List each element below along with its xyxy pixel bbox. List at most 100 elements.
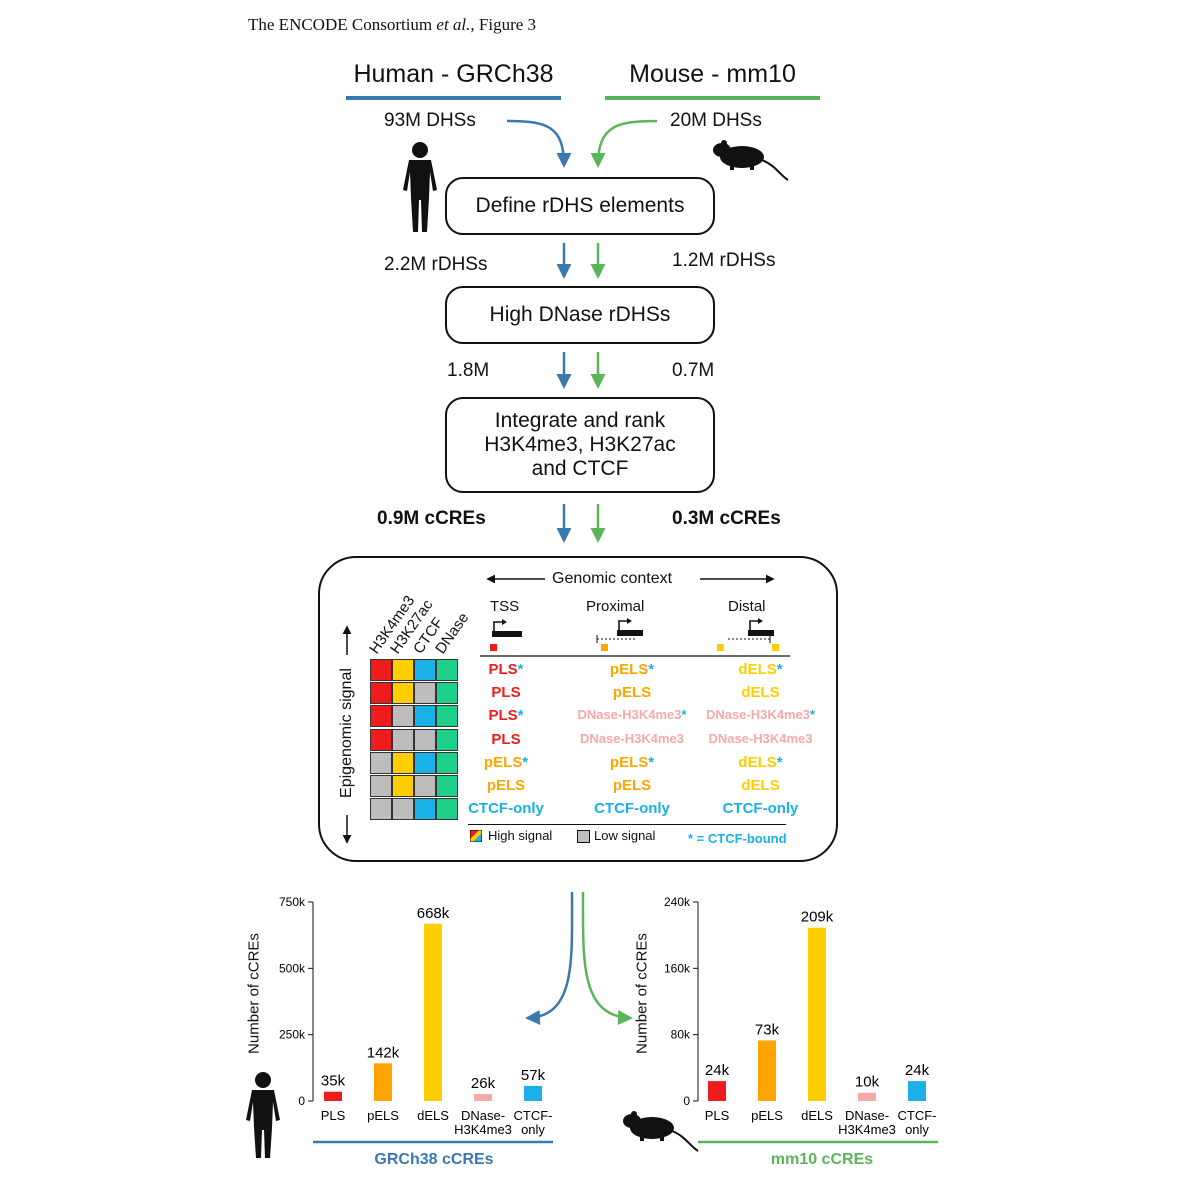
signal-cell [414,728,436,751]
signal-cell [392,705,414,728]
signal-cell [370,728,392,751]
classification-rows: PLS* pELS* dELS* PLS pELS dELS PLS* DNase-H3K4m… [460,659,830,821]
human-underline [346,96,561,100]
bar-value-label: 24k [905,1062,930,1079]
category-label: CTCF- [898,1108,937,1123]
bar [474,1094,492,1101]
signal-cell [392,798,414,821]
class-label: PLS [491,730,521,748]
signal-cell [370,798,392,821]
bar-value-label: 668k [417,905,450,922]
high-dnase-box: High DNase rDHSs [445,286,715,344]
human-chart-title: GRCh38 cCREs [374,1151,494,1168]
signal-grid [370,659,458,821]
class-label: dELS [741,684,780,702]
class-label: pELS* [483,753,529,771]
bar [908,1081,926,1101]
mouse-silhouette-top [713,140,789,181]
y-tick-label: 240k [664,895,691,909]
signal-cell [436,659,458,681]
category-label: H3K4me3 [454,1122,512,1137]
category-label: H3K4me3 [838,1122,896,1137]
signal-cell [370,705,392,728]
high-signal-swatch [470,830,482,842]
y-tick-label: 0 [298,1094,305,1108]
define-rdhs-box: Define rDHS elements [445,177,715,235]
signal-cell [370,751,392,774]
signal-cell [436,682,458,705]
bar [524,1085,542,1101]
category-label: dELS [801,1108,833,1123]
category-label: only [905,1122,929,1137]
signal-cell [392,659,414,681]
signal-cell [370,659,392,681]
mouse-silhouette-bottom [623,1111,699,1152]
bar [374,1063,392,1101]
rows-bottom-rule [468,824,786,825]
mouse-split-arrow [581,891,633,1026]
human-dhs-arrow [506,119,572,168]
bar-value-label: 35k [321,1073,346,1090]
category-label: only [521,1122,545,1137]
context-tss: TSS [490,598,520,615]
bar [808,927,826,1101]
signal-cell [370,682,392,705]
class-label: pELS [612,684,652,702]
class-label: pELS* [609,661,655,678]
figure-caption: The ENCODE Consortium et al., Figure 3 [248,15,537,34]
human-silhouette-bottom [246,1072,280,1158]
class-label: CTCF-only [468,800,544,818]
signal-cell [392,775,414,797]
mouse-high-count: 0.7M [672,360,715,381]
bar-value-label: 142k [367,1044,400,1061]
class-label: PLS [491,684,521,702]
human-dhs-count: 93M DHSs [384,110,476,131]
bar-value-label: 209k [801,909,834,926]
legend-low-signal: Low signal [594,828,656,843]
category-label: pELS [751,1108,783,1123]
bar-value-label: 24k [705,1062,730,1079]
class-label: CTCF-only [722,800,799,818]
signal-cell [414,659,436,681]
low-signal-swatch [577,830,590,843]
y-tick-label: 80k [671,1028,691,1042]
bar [708,1081,726,1101]
category-label: DNase- [845,1108,889,1123]
class-label: DNase-H3K4me3 [708,730,813,746]
mouse-chart-ylabel: Number of cCREs [633,933,651,1054]
mouse-rdhs-count: 1.2M rDHSs [672,250,776,271]
category-label: CTCF- [514,1108,553,1123]
class-label: dELS [741,777,780,794]
y-tick-label: 500k [279,961,306,975]
legend-ctcf-bound: * = CTCF-bound [688,831,787,846]
tss-gene [490,619,522,651]
class-label: dELS* [738,753,783,771]
y-tick-label: 250k [279,1028,306,1042]
human-high-count: 1.8M [447,360,490,381]
bar-value-label: 26k [471,1075,496,1092]
mouse-dhs-count: 20M DHSs [670,110,762,131]
category-label: pELS [367,1108,399,1123]
class-label: PLS* [488,661,524,678]
human-ccre-count: 0.9M cCREs [377,508,486,529]
class-label: pELS* [609,753,655,771]
signal-cell [370,775,392,797]
epigenomic-signal-label: Epigenomic signal [338,668,355,798]
bar-charts: 0 250k 500k 750k 35k PLS 142k pELS 668k dELS 26k DN… [279,895,938,1144]
signal-cell [414,751,436,774]
mouse-underline [605,96,820,100]
mouse-chart-title: mm10 cCREs [770,1151,874,1168]
category-label: PLS [705,1108,730,1123]
class-label: dELS* [738,661,783,678]
bar [424,923,442,1101]
proximal-gene [596,618,643,651]
signal-cell [414,775,436,797]
bar-value-label: 57k [521,1067,546,1084]
human-split-arrow [525,891,574,1025]
human-rdhs-count: 2.2M rDHSs [384,254,488,275]
category-label: DNase- [461,1108,505,1123]
bar-value-label: 73k [755,1021,780,1038]
context-proximal: Proximal [586,598,645,615]
class-label: PLS* [488,707,524,725]
mouse-title: Mouse - mm10 [629,60,796,88]
